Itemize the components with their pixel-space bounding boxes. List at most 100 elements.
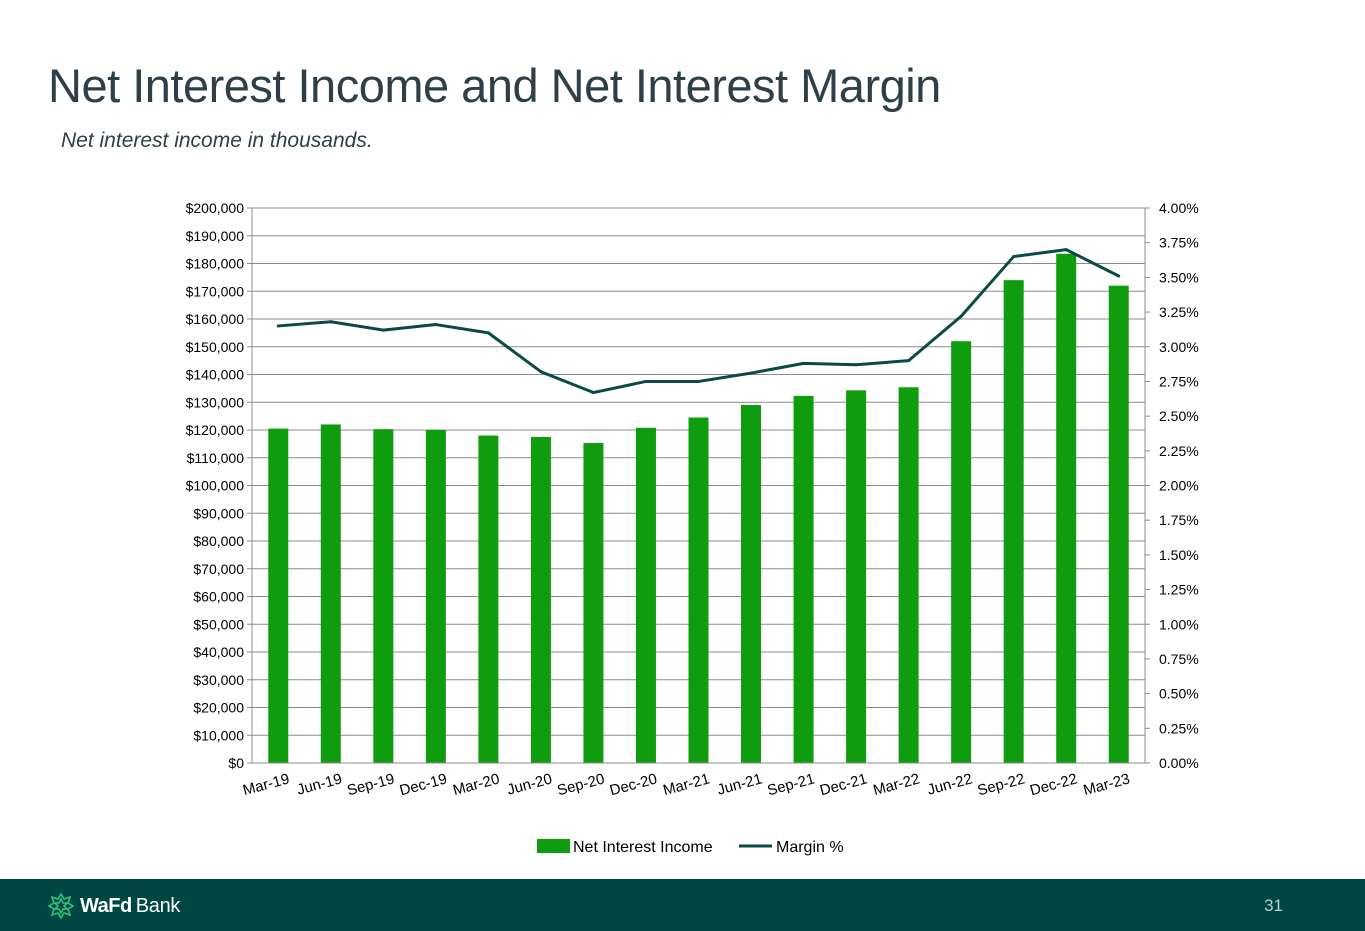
- legend-label-margin-percent: Margin %: [776, 839, 844, 856]
- point-margin-percent: [539, 370, 543, 374]
- wafd-bank-logo[interactable]: WaFd Bank: [46, 891, 180, 921]
- y-right-tick-label: 1.50%: [1159, 547, 1199, 563]
- y-left-tick-label: $60,000: [193, 589, 244, 605]
- y-left-tick-label: $120,000: [186, 422, 245, 438]
- y-right-tick-label: 3.25%: [1159, 304, 1199, 320]
- y-right-tick-label: 1.75%: [1159, 512, 1199, 528]
- y-right-tick-label: 2.00%: [1159, 478, 1199, 494]
- logo-bank-text: Bank: [135, 894, 181, 917]
- page-subtitle: Net interest income in thousands.: [61, 129, 373, 152]
- point-margin-percent: [644, 379, 648, 383]
- chart-legend: Net Interest Income Margin %: [537, 839, 844, 856]
- x-tick-label: Dec-21: [818, 770, 869, 799]
- y-left-tick-label: $100,000: [186, 478, 245, 494]
- y-right-tick-label: 4.00%: [1159, 200, 1199, 216]
- point-margin-percent: [749, 371, 753, 375]
- y-right-tick-label: 0.50%: [1159, 686, 1199, 702]
- x-tick-label: Jun-21: [715, 770, 764, 798]
- bar-net-interest-income: [951, 341, 972, 763]
- point-margin-percent: [1117, 274, 1121, 278]
- point-margin-percent: [486, 331, 490, 335]
- bar-net-interest-income: [688, 417, 709, 763]
- y-left-tick-label: $110,000: [187, 450, 245, 466]
- point-margin-percent: [697, 379, 700, 383]
- x-tick-label: Sep-20: [555, 770, 606, 799]
- bar-net-interest-income: [530, 436, 551, 763]
- bar-net-interest-income: [373, 429, 394, 763]
- y-right-tick-label: 3.75%: [1159, 235, 1199, 251]
- point-margin-percent: [591, 391, 595, 395]
- y-left-tick-label: $50,000: [193, 616, 244, 632]
- x-tick-label: Jun-22: [925, 770, 974, 798]
- x-tick-label: Mar-22: [871, 770, 921, 799]
- y-right-tick-label: 1.00%: [1159, 616, 1199, 632]
- y-right-tick-label: 3.00%: [1159, 339, 1199, 355]
- y-right-tick-label: 2.25%: [1159, 443, 1199, 459]
- margin-line-series: [276, 248, 1121, 395]
- bar-net-interest-income: [478, 435, 499, 763]
- y-left-tick-label: $30,000: [193, 672, 244, 688]
- y-right-tick-label: 1.25%: [1159, 582, 1199, 598]
- y-left-tick-label: $20,000: [193, 700, 244, 716]
- point-margin-percent: [276, 324, 280, 328]
- y-left-tick-label: $170,000: [186, 283, 245, 299]
- bar-net-interest-income: [635, 427, 656, 763]
- footer-bar: WaFd Bank 31: [0, 879, 1365, 931]
- point-margin-percent: [1064, 248, 1068, 252]
- x-tick-label: Dec-22: [1028, 770, 1079, 799]
- x-tick-label: Dec-19: [398, 770, 449, 799]
- point-margin-percent: [907, 359, 911, 363]
- y-left-tick-label: $130,000: [186, 394, 245, 410]
- bar-net-interest-income: [268, 428, 289, 763]
- bar-net-interest-income: [793, 395, 814, 763]
- line-margin-percent: [278, 248, 1120, 395]
- x-tick-label: Sep-21: [765, 770, 816, 799]
- x-tick-label: Mar-20: [451, 770, 501, 799]
- axes: [247, 207, 1150, 764]
- y-right-tick-label: 0.00%: [1159, 755, 1199, 771]
- bar-net-interest-income: [741, 405, 762, 763]
- page-title: Net Interest Income and Net Interest Mar…: [48, 59, 941, 112]
- x-tick-label: Mar-21: [661, 770, 711, 799]
- y-left-tick-label: $150,000: [186, 339, 245, 355]
- y-right-tick-label: 0.75%: [1159, 651, 1199, 667]
- bar-net-interest-income: [583, 443, 604, 763]
- x-tick-label: Mar-19: [241, 770, 291, 799]
- bar-net-interest-income: [846, 390, 867, 763]
- x-tick-label: Jun-19: [295, 770, 344, 798]
- wafd-emblem-icon: [47, 892, 75, 920]
- bar-series: [268, 253, 1129, 763]
- y-right-tick-label: 2.75%: [1159, 373, 1199, 389]
- y-right-tick-label: 0.25%: [1159, 720, 1199, 736]
- x-tick-label: Mar-23: [1081, 770, 1131, 799]
- bar-net-interest-income: [1108, 285, 1129, 763]
- bar-net-interest-income: [320, 424, 341, 763]
- y-left-tick-label: $200,000: [186, 200, 245, 216]
- y-left-tick-label: $80,000: [193, 533, 244, 549]
- point-margin-percent: [434, 323, 438, 327]
- point-margin-percent: [1012, 255, 1016, 259]
- x-tick-label: Jun-20: [505, 770, 554, 798]
- bar-net-interest-income: [425, 430, 446, 763]
- y-right-tick-label: 2.50%: [1159, 408, 1199, 424]
- y-right-tick-label: 3.50%: [1159, 269, 1199, 285]
- y-left-tick-label: $40,000: [193, 644, 244, 660]
- y-left-tick-label: $10,000: [193, 727, 244, 743]
- y-left-tick-label: $0: [228, 755, 244, 771]
- bar-net-interest-income: [1056, 253, 1077, 763]
- y-left-tick-label: $140,000: [186, 367, 245, 383]
- y-left-tick-label: $70,000: [193, 561, 244, 577]
- y-left-tick-label: $160,000: [186, 311, 245, 327]
- point-margin-percent: [959, 314, 963, 318]
- point-margin-percent: [329, 320, 333, 324]
- net-interest-chart: $0 $10,000 $20,000 $30,000 $40,000 $50,000 $60…: [186, 200, 1199, 856]
- point-margin-percent: [802, 361, 806, 365]
- y-left-tick-label: $90,000: [193, 505, 244, 521]
- y-left-tick-label: $180,000: [186, 256, 245, 272]
- legend-label-net-interest-income: Net Interest Income: [573, 839, 713, 856]
- y-left-tick-label: $190,000: [186, 228, 245, 244]
- x-tick-label: Sep-22: [976, 770, 1027, 799]
- x-tick-label: Dec-20: [608, 770, 659, 799]
- x-tick-label: Sep-19: [345, 770, 396, 799]
- legend-swatch-net-interest-income: [537, 839, 570, 853]
